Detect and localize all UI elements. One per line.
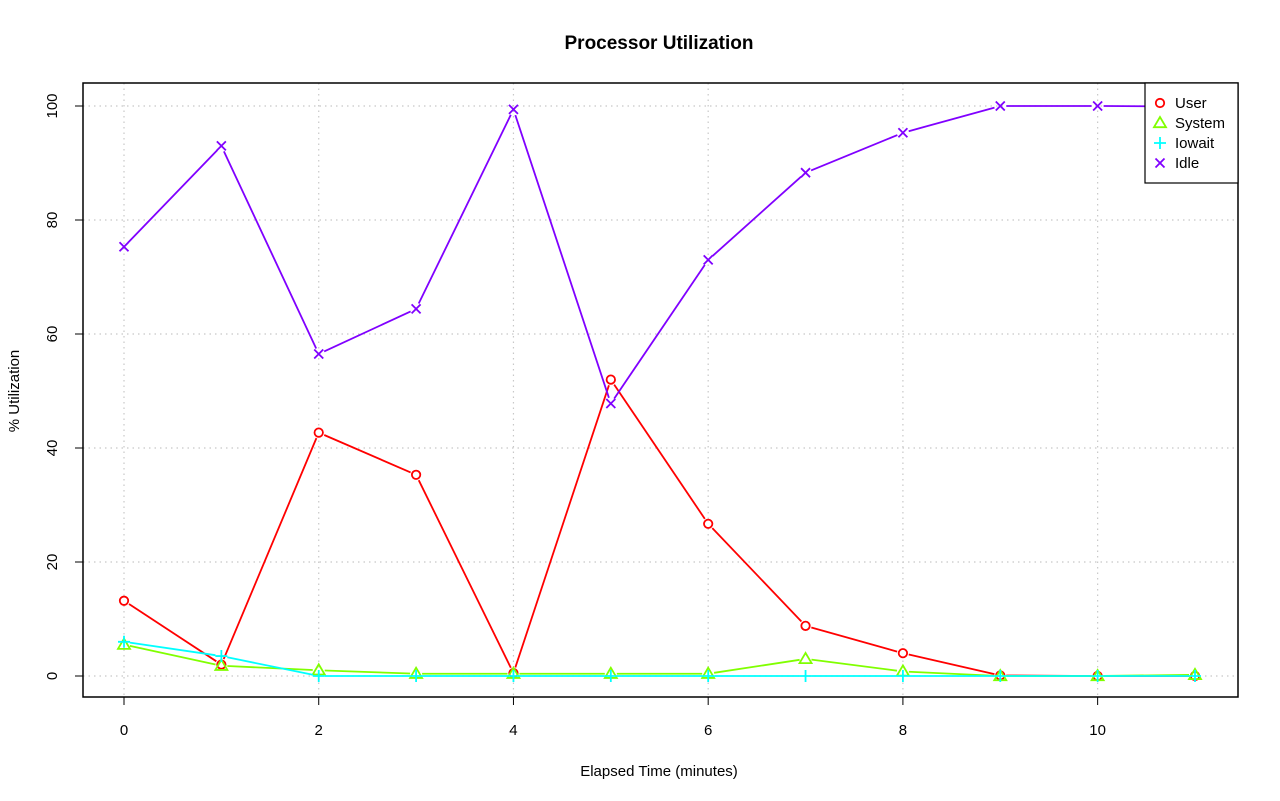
series-idle-point (897, 127, 909, 138)
legend-user-marker (1154, 97, 1166, 109)
series-iowait-point (118, 635, 130, 648)
series-idle-point (508, 104, 519, 115)
series-user-point (118, 595, 130, 606)
y-tick-label: 0 (44, 672, 61, 680)
series-iowait-point (507, 670, 520, 682)
series-idle-segment (810, 134, 898, 172)
series-iowait (118, 635, 1201, 682)
series-idle-point (995, 100, 1006, 112)
legend-iowait-label: Iowait (1175, 135, 1215, 152)
grid (83, 83, 1238, 697)
x-tick-label: 4 (509, 722, 517, 739)
series-user-segment (514, 385, 610, 668)
legend-user-label: User (1175, 95, 1207, 112)
series-idle-point (118, 241, 130, 252)
series-iowait-segment (227, 656, 314, 676)
plot-frame (82, 82, 1239, 698)
series-user-point (897, 648, 909, 659)
series-user-segment (128, 603, 217, 663)
series-user-segment (417, 479, 512, 669)
x-tick-label: 2 (315, 722, 323, 739)
series-user-segment (811, 626, 898, 653)
legend-system-label: System (1175, 115, 1225, 132)
legend-idle-marker (1154, 157, 1166, 169)
series-idle-point (703, 254, 714, 266)
series-idle-segment (908, 106, 995, 133)
series-idle-point (410, 303, 422, 315)
series-user-point (703, 518, 714, 529)
series-idle-point (313, 348, 324, 360)
series-idle-segment (417, 114, 512, 304)
series-iowait-point (604, 670, 617, 682)
legend-system-marker (1152, 115, 1168, 129)
legend: User System Iowait Idle (1144, 82, 1239, 184)
series-idle-point (605, 398, 616, 409)
legend-iowait-marker (1154, 137, 1166, 149)
series-system-segment (129, 645, 216, 666)
legend-idle-label: Idle (1175, 155, 1199, 172)
x-tick-label: 10 (1089, 722, 1106, 739)
y-tick-label: 80 (44, 212, 61, 229)
series-idle (118, 100, 1201, 409)
series-user-point (313, 427, 324, 438)
series-system-segment (811, 658, 898, 672)
x-axis-label: Elapsed Time (minutes) (580, 763, 738, 780)
series-user (118, 374, 1201, 682)
series-idle-point (1092, 100, 1103, 112)
series-idle-segment (613, 264, 706, 400)
series-iowait-point (215, 650, 228, 663)
y-tick-label: 100 (44, 93, 61, 118)
series-iowait-point (896, 670, 909, 682)
series-idle-segment (514, 114, 610, 399)
series-idle-segment (223, 150, 317, 349)
series-system-point (797, 651, 814, 664)
series-idle-segment (323, 310, 412, 353)
series-system-segment (908, 670, 995, 677)
series-iowait-point (994, 670, 1007, 682)
series-user-segment (323, 434, 411, 474)
series-system-point (116, 636, 132, 650)
x-tick-label: 6 (704, 722, 712, 739)
series-user-point (605, 374, 616, 385)
series-user-segment (222, 437, 318, 660)
series-idle-segment (127, 149, 218, 244)
series-iowait-point (1091, 670, 1104, 682)
y-tick-label: 40 (44, 440, 61, 457)
y-axis-label: % Utilization (6, 350, 23, 433)
series-iowait-point (702, 670, 715, 682)
series-iowait-point (312, 670, 325, 682)
chart-title: Processor Utilization (565, 33, 754, 54)
series-system-segment (713, 658, 800, 674)
series-iowait-point (1189, 670, 1201, 682)
series-user-point (800, 620, 811, 631)
series-user-segment (908, 653, 995, 675)
series-iowait-point (410, 670, 423, 682)
y-tick-label: 60 (44, 326, 61, 343)
series-idle-segment (712, 176, 802, 257)
series-iowait-point (799, 670, 812, 682)
series-idle-point (216, 140, 227, 152)
series-idle-point (800, 167, 811, 178)
series-user-segment (613, 384, 706, 520)
x-tick-label: 0 (120, 722, 128, 739)
series-system-segment (227, 665, 313, 671)
series-user-segment (711, 527, 803, 623)
series-system-segment (324, 669, 411, 675)
x-tick-label: 8 (899, 722, 907, 739)
series-system (116, 636, 1203, 682)
y-tick-label: 20 (44, 554, 61, 571)
series-system-point (213, 657, 229, 671)
series-iowait-segment (129, 641, 216, 657)
series-user-point (410, 469, 422, 480)
series-layer (116, 100, 1203, 682)
